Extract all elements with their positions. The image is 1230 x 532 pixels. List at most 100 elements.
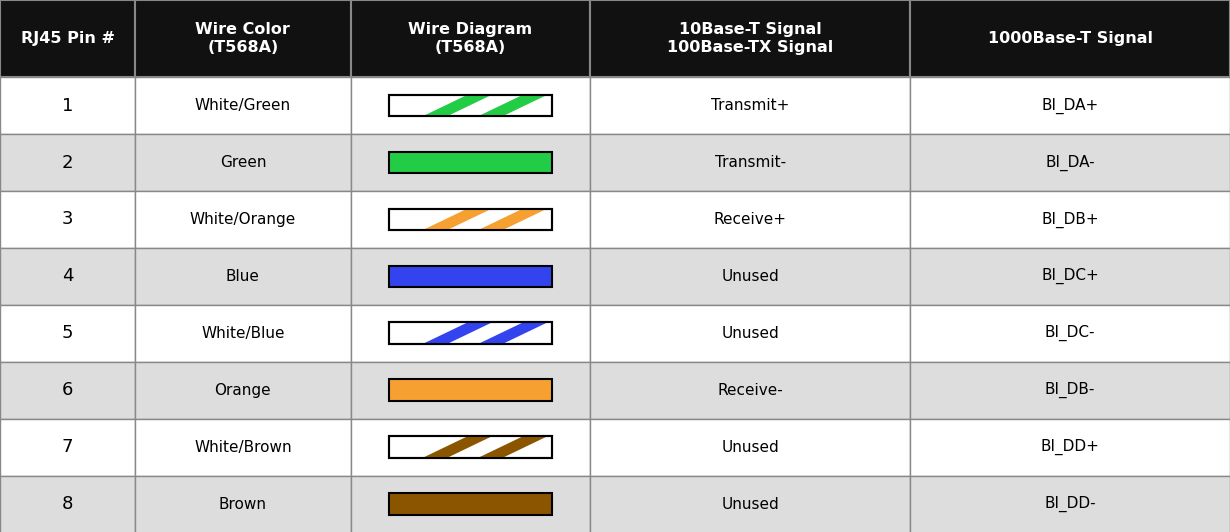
Text: BI_DA+: BI_DA+ xyxy=(1042,97,1098,114)
Polygon shape xyxy=(477,436,547,458)
Bar xyxy=(910,476,1230,532)
Bar xyxy=(135,248,351,305)
Bar xyxy=(590,362,910,419)
Text: 4: 4 xyxy=(62,268,74,285)
Polygon shape xyxy=(477,322,547,344)
Text: Brown: Brown xyxy=(219,496,267,512)
Bar xyxy=(389,265,552,287)
Text: White/Green: White/Green xyxy=(194,98,292,113)
Bar xyxy=(590,134,910,191)
Bar xyxy=(389,493,552,515)
Bar xyxy=(351,476,590,532)
Bar xyxy=(0,248,135,305)
Text: 5: 5 xyxy=(62,325,74,342)
Bar xyxy=(590,476,910,532)
Text: RJ45 Pin #: RJ45 Pin # xyxy=(21,31,114,46)
Bar xyxy=(135,476,351,532)
Text: BI_DA-: BI_DA- xyxy=(1046,154,1095,171)
Bar xyxy=(590,305,910,362)
Text: 10Base-T Signal
100Base-TX Signal: 10Base-T Signal 100Base-TX Signal xyxy=(667,22,834,55)
Bar xyxy=(351,362,590,419)
Bar xyxy=(351,419,590,476)
Text: Blue: Blue xyxy=(226,269,260,284)
Polygon shape xyxy=(422,322,492,344)
Text: BI_DC-: BI_DC- xyxy=(1044,325,1096,342)
Text: Green: Green xyxy=(220,155,266,170)
Bar xyxy=(910,362,1230,419)
Bar xyxy=(910,248,1230,305)
Bar xyxy=(351,191,590,248)
Bar xyxy=(0,191,135,248)
Text: BI_DD-: BI_DD- xyxy=(1044,496,1096,512)
Text: Receive-: Receive- xyxy=(717,383,784,398)
Bar xyxy=(590,191,910,248)
Bar xyxy=(389,95,552,117)
Bar xyxy=(135,362,351,419)
Bar xyxy=(389,95,552,117)
Text: 7: 7 xyxy=(62,438,74,456)
Polygon shape xyxy=(477,95,547,117)
Polygon shape xyxy=(422,95,492,117)
Text: BI_DC+: BI_DC+ xyxy=(1042,268,1098,285)
Bar xyxy=(590,419,910,476)
Bar xyxy=(135,0,351,77)
Text: 8: 8 xyxy=(62,495,74,513)
Bar xyxy=(135,419,351,476)
Bar xyxy=(351,0,590,77)
Text: Wire Color
(T568A): Wire Color (T568A) xyxy=(196,22,290,55)
Text: Unused: Unused xyxy=(722,269,779,284)
Text: White/Brown: White/Brown xyxy=(194,439,292,455)
Bar xyxy=(0,476,135,532)
Text: Orange: Orange xyxy=(214,383,272,398)
Bar xyxy=(351,134,590,191)
Text: BI_DB-: BI_DB- xyxy=(1046,382,1095,398)
Text: Unused: Unused xyxy=(722,326,779,341)
Text: 1: 1 xyxy=(62,97,74,114)
Bar xyxy=(389,436,552,458)
Bar xyxy=(389,322,552,344)
Bar xyxy=(351,305,590,362)
Text: Wire Diagram
(T568A): Wire Diagram (T568A) xyxy=(408,22,533,55)
Text: Unused: Unused xyxy=(722,496,779,512)
Bar xyxy=(135,77,351,134)
Bar xyxy=(389,436,552,458)
Bar xyxy=(0,362,135,419)
Text: White/Blue: White/Blue xyxy=(202,326,284,341)
Bar xyxy=(910,419,1230,476)
Bar xyxy=(135,134,351,191)
Text: BI_DB+: BI_DB+ xyxy=(1042,211,1098,228)
Text: Transmit+: Transmit+ xyxy=(711,98,790,113)
Bar xyxy=(0,0,135,77)
Text: 6: 6 xyxy=(62,381,74,399)
Bar xyxy=(135,191,351,248)
Text: 1000Base-T Signal: 1000Base-T Signal xyxy=(988,31,1153,46)
Bar xyxy=(0,77,135,134)
Bar xyxy=(0,305,135,362)
Bar xyxy=(351,77,590,134)
Bar xyxy=(590,77,910,134)
Polygon shape xyxy=(422,436,492,458)
Bar xyxy=(135,305,351,362)
Polygon shape xyxy=(477,209,547,230)
Bar xyxy=(910,134,1230,191)
Text: 3: 3 xyxy=(62,211,74,228)
Bar xyxy=(351,248,590,305)
Bar xyxy=(389,152,552,173)
Bar xyxy=(590,248,910,305)
Bar xyxy=(389,209,552,230)
Polygon shape xyxy=(422,209,492,230)
Bar xyxy=(910,77,1230,134)
Bar xyxy=(910,191,1230,248)
Bar xyxy=(389,322,552,344)
Bar xyxy=(910,305,1230,362)
Bar xyxy=(0,134,135,191)
Bar xyxy=(389,379,552,401)
Bar xyxy=(590,0,910,77)
Text: 2: 2 xyxy=(62,154,74,171)
Text: Unused: Unused xyxy=(722,439,779,455)
Bar xyxy=(389,209,552,230)
Text: Transmit-: Transmit- xyxy=(715,155,786,170)
Text: BI_DD+: BI_DD+ xyxy=(1041,439,1100,455)
Text: White/Orange: White/Orange xyxy=(189,212,296,227)
Text: Receive+: Receive+ xyxy=(713,212,787,227)
